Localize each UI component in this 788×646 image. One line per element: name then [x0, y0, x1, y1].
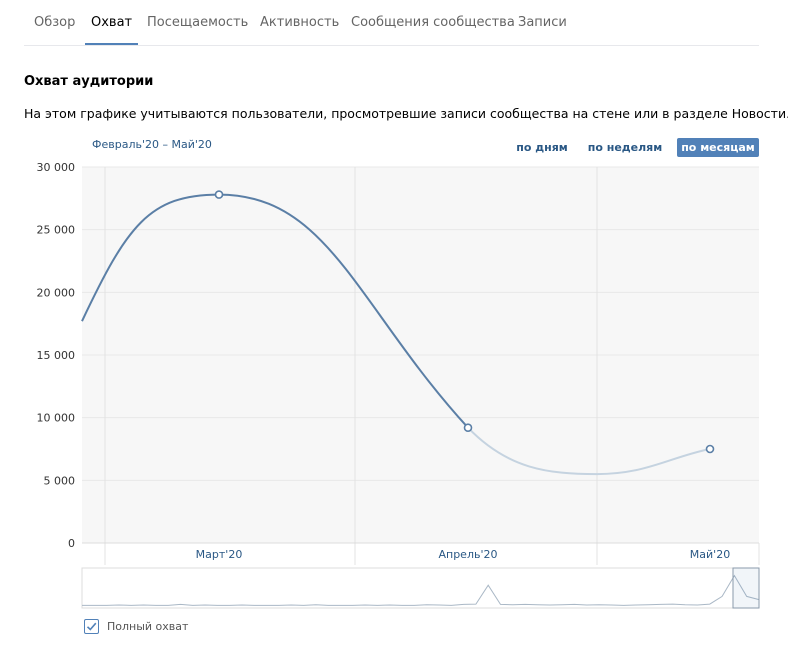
x-tick-label: Май'20 — [690, 548, 730, 561]
legend-full-reach[interactable]: Полный охват — [84, 617, 188, 635]
y-tick-label: 30 000 — [37, 161, 76, 174]
section-title: Охват аудитории — [24, 74, 154, 89]
data-point — [214, 190, 224, 199]
y-tick-label: 10 000 — [37, 412, 76, 425]
y-tick-label: 5 000 — [44, 474, 76, 487]
navigator-frame — [81, 567, 760, 609]
x-tick-label: Март'20 — [196, 548, 243, 561]
tabs-bar: Обзор Охват Посещаемость Активность Сооб… — [24, 0, 759, 46]
y-tick-label: 0 — [68, 537, 75, 550]
checkmark-icon — [86, 622, 97, 631]
tab-overview[interactable]: Обзор — [34, 15, 76, 30]
legend-label: Полный охват — [107, 619, 189, 633]
period-range: Февраль'20 – Май'20 — [92, 138, 212, 151]
series-line-projection — [467, 426, 711, 476]
y-tick-label: 25 000 — [37, 224, 76, 237]
navigator-selection-handle[interactable] — [732, 567, 760, 609]
section-description: На этом графике учитываются пользователи… — [24, 106, 788, 121]
series-line-full-reach — [81, 193, 469, 429]
y-tick-label: 20 000 — [37, 286, 76, 299]
legend-checkbox[interactable] — [84, 618, 99, 634]
y-tick-label: 15 000 — [37, 349, 76, 362]
tab-reach[interactable]: Охват — [85, 0, 139, 45]
tab-attendance[interactable]: Посещаемость — [147, 15, 249, 30]
tab-posts[interactable]: Записи — [518, 15, 567, 30]
by-days-button[interactable]: по дням — [516, 141, 568, 154]
by-weeks-button[interactable]: по неделям — [587, 141, 663, 154]
data-point — [463, 423, 473, 432]
data-point — [705, 444, 715, 454]
tab-community-messages[interactable]: Сообщения сообщества — [351, 15, 515, 30]
by-months-button[interactable]: по месяцам — [677, 138, 759, 157]
x-tick-label: Апрель'20 — [438, 548, 497, 561]
navigator-line — [82, 574, 760, 606]
tab-activity[interactable]: Активность — [260, 15, 340, 30]
